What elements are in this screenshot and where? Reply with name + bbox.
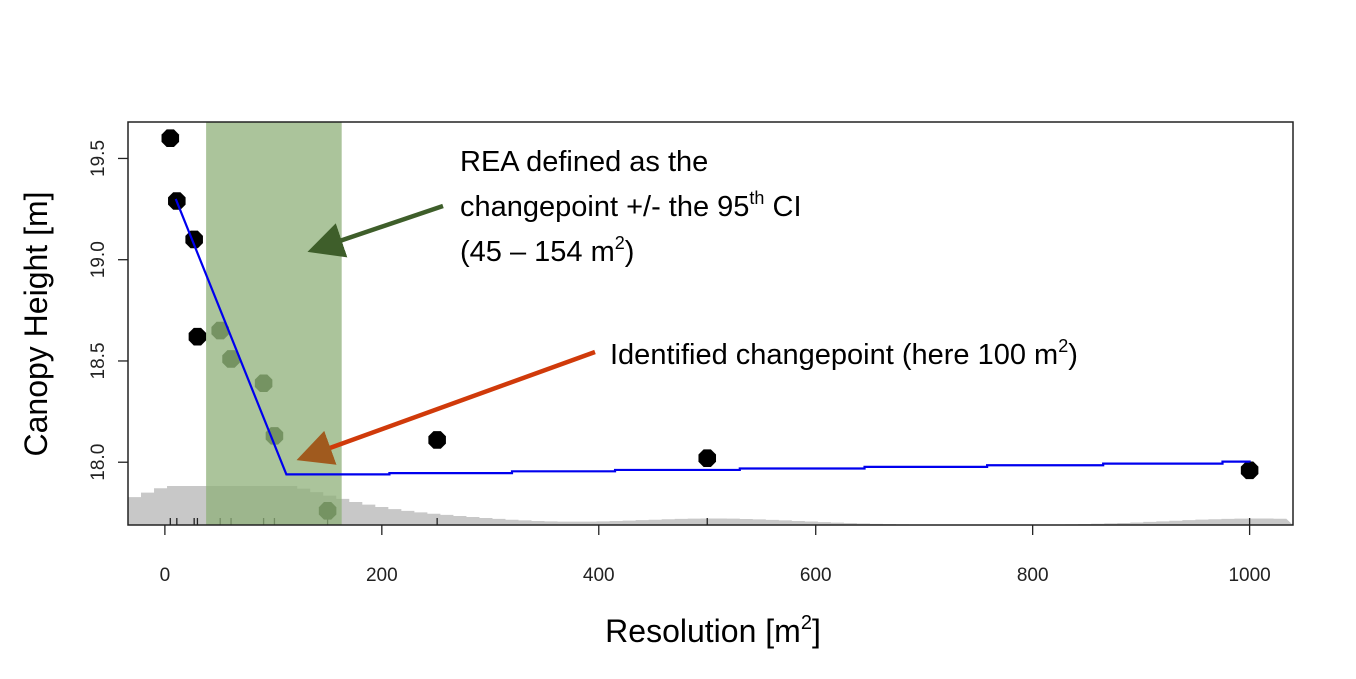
x-tick-label: 800 — [1017, 565, 1049, 586]
data-point — [428, 431, 446, 449]
rea-arrow — [307, 203, 444, 258]
fit-line — [174, 198, 1251, 476]
y-axis-label: Canopy Height [m] — [18, 191, 54, 456]
x-tick-label: 600 — [800, 565, 832, 586]
x-tick-label: 400 — [583, 565, 615, 586]
x-tick-label: 1000 — [1228, 565, 1270, 586]
changepoint-arrow — [296, 349, 596, 465]
data-point — [698, 449, 717, 467]
y-tick-label: 18.5 — [88, 342, 109, 379]
x-tick-label: 200 — [366, 565, 398, 586]
svg-text:(45 – 154 m2): (45 – 154 m2) — [460, 233, 634, 268]
y-tick-label: 19.0 — [88, 241, 109, 278]
y-tick-label: 18.0 — [88, 444, 109, 481]
data-point — [188, 327, 207, 346]
svg-text:changepoint +/- the 95th CI: changepoint +/- the 95th CI — [460, 188, 802, 223]
x-tick-label: 0 — [160, 565, 171, 586]
rea-annotation: REA defined as the changepoint +/- the 9… — [460, 146, 802, 268]
y-tick-label: 19.5 — [88, 140, 109, 177]
x-axis-label: Resolution [m2] — [605, 612, 821, 649]
density-area — [128, 486, 1293, 525]
svg-text:REA defined as the: REA defined as the — [460, 146, 708, 178]
changepoint-annotation: Identified changepoint (here 100 m2) — [610, 336, 1078, 371]
plot-frame — [127, 121, 1294, 526]
data-point — [1240, 461, 1259, 480]
data-point — [161, 129, 180, 147]
